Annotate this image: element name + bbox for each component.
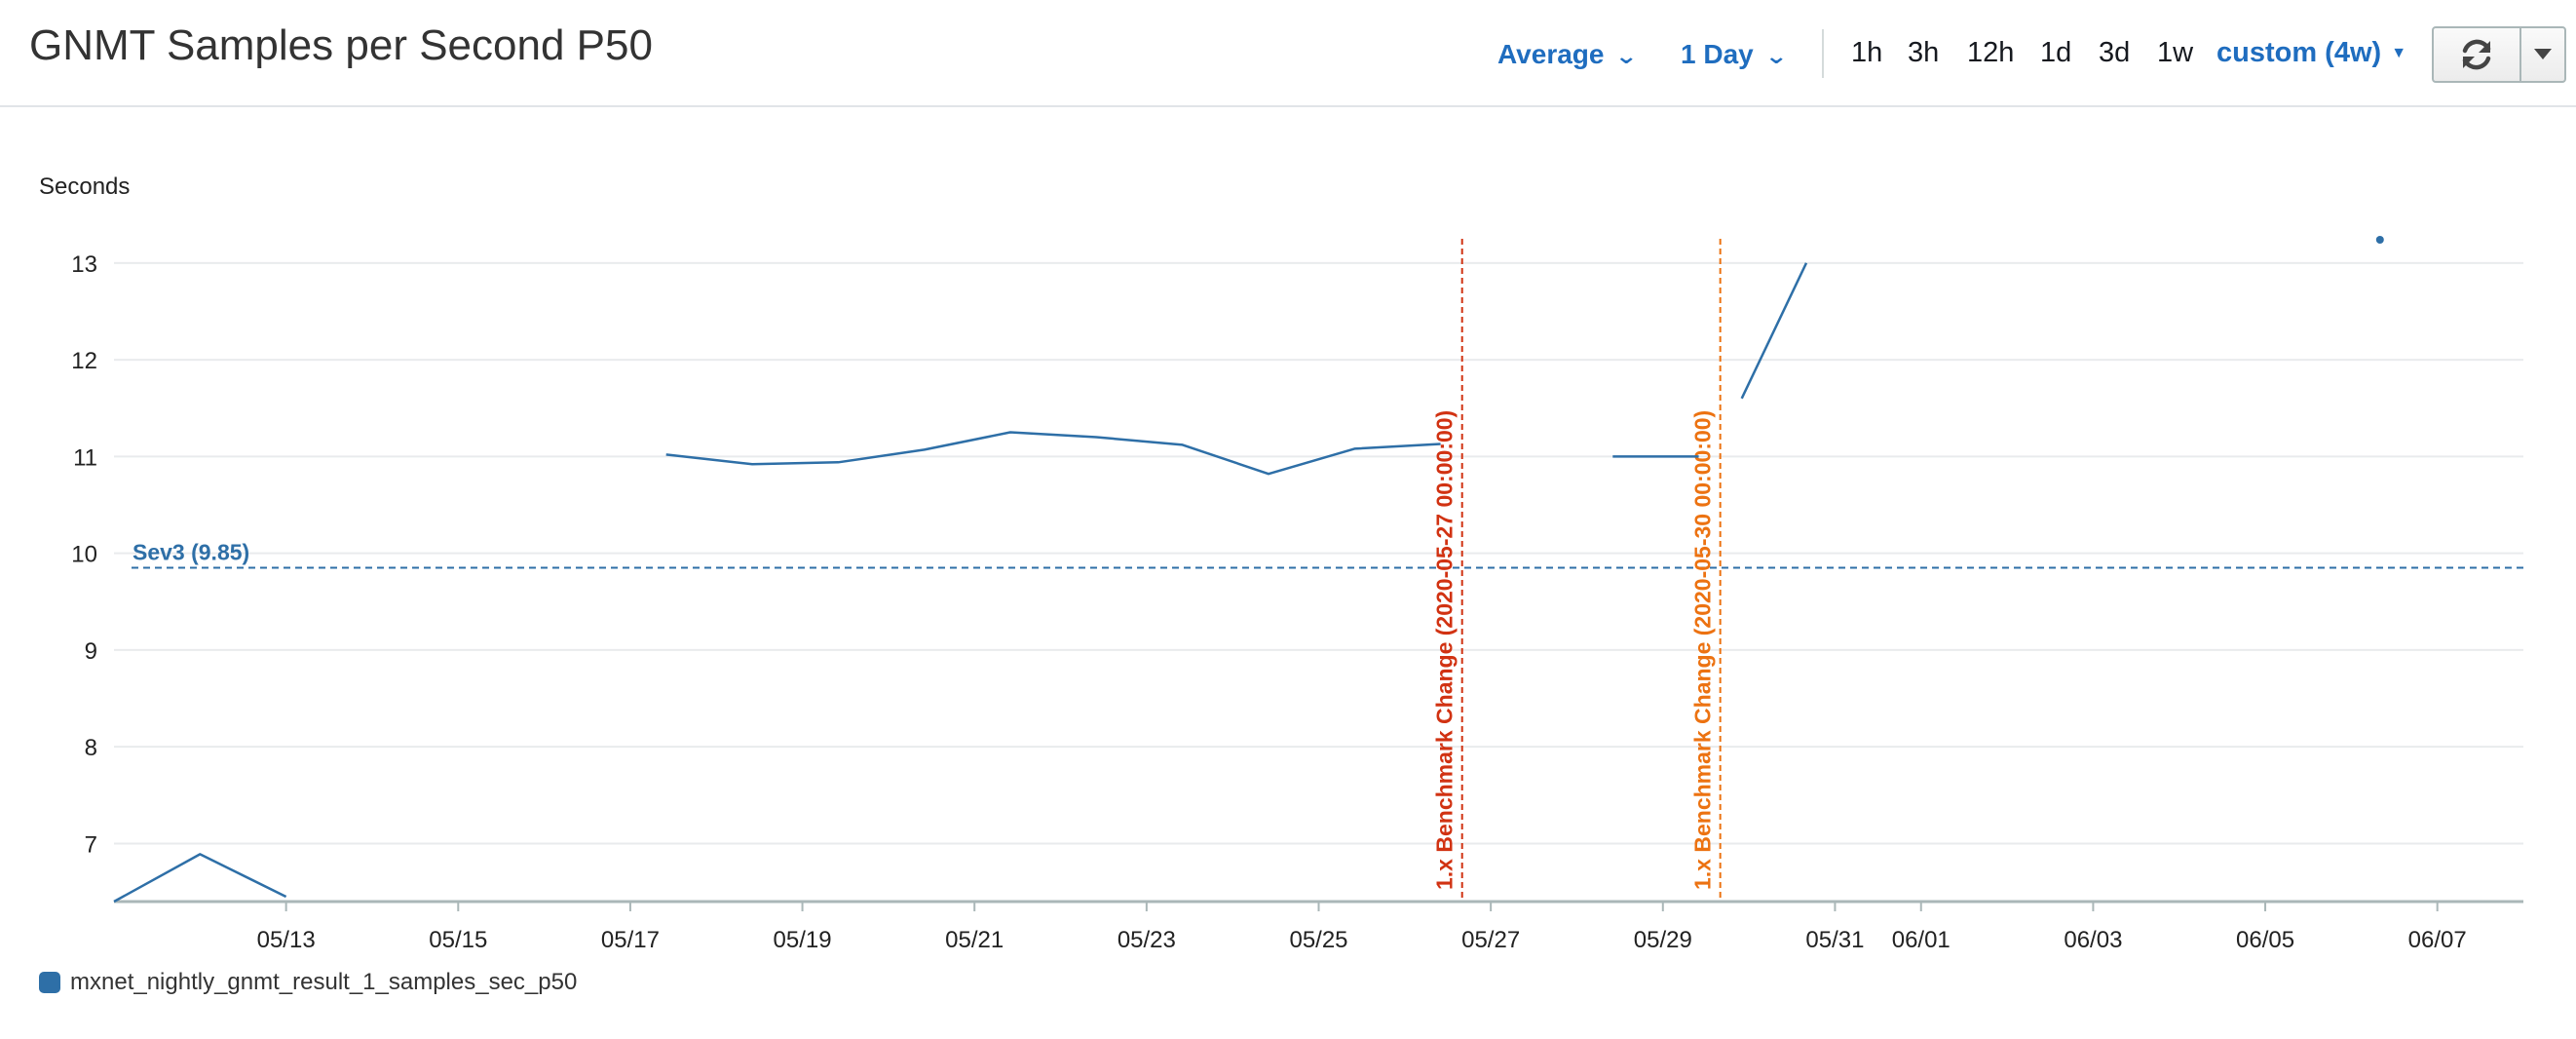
statistic-label: Average	[1497, 39, 1605, 69]
x-tick-label: 05/27	[1461, 927, 1520, 953]
chart-legend: mxnet_nightly_gnmt_result_1_samples_sec_…	[39, 969, 577, 996]
refresh-button[interactable]	[2434, 28, 2521, 81]
range-1d[interactable]: 1d	[2040, 37, 2072, 68]
y-tick-label: 12	[71, 348, 97, 374]
refresh-options-button[interactable]	[2521, 28, 2564, 81]
period-label: 1 Day	[1681, 39, 1754, 69]
toolbar-divider	[1822, 29, 1824, 78]
range-3h[interactable]: 3h	[1908, 37, 1940, 68]
x-tick-label: 05/31	[1805, 927, 1864, 953]
range-1h[interactable]: 1h	[1851, 37, 1883, 68]
threshold-label: Sev3 (9.85)	[133, 540, 249, 565]
range-custom[interactable]: custom (4w) ▼	[2216, 37, 2406, 69]
data-point	[2375, 235, 2384, 244]
statistic-dropdown[interactable]: Average ⌄	[1497, 39, 1639, 70]
refresh-icon	[2462, 39, 2491, 70]
range-1w[interactable]: 1w	[2157, 37, 2194, 68]
x-tick-label: 06/03	[2064, 927, 2122, 953]
range-custom-label: custom (4w)	[2216, 37, 2382, 68]
y-tick-label: 7	[85, 831, 97, 858]
chevron-down-icon: ⌄	[1763, 44, 1788, 68]
series-line-segment	[113, 853, 287, 904]
x-tick-label: 05/15	[429, 927, 487, 953]
period-dropdown[interactable]: 1 Day ⌄	[1681, 39, 1788, 70]
caret-down-icon: ▼	[2391, 45, 2407, 62]
range-12h[interactable]: 12h	[1967, 37, 2015, 68]
legend-swatch[interactable]	[39, 972, 60, 993]
y-tick-label: 10	[71, 542, 97, 568]
legend-entry-label[interactable]: mxnet_nightly_gnmt_result_1_samples_sec_…	[70, 969, 578, 995]
x-tick-label: 05/29	[1634, 927, 1692, 953]
x-tick-label: 05/25	[1289, 927, 1347, 953]
x-tick-label: 05/13	[257, 927, 316, 953]
widget-header: GNMT Samples per Second P50 Average ⌄ 1 D…	[0, 0, 2576, 107]
series-line-segment	[1740, 262, 1808, 400]
range-3d[interactable]: 3d	[2099, 37, 2131, 68]
x-tick-label: 05/23	[1118, 927, 1176, 953]
y-tick-label: 11	[73, 444, 97, 471]
series-line-segment	[665, 431, 1441, 476]
x-tick-label: 06/07	[2408, 927, 2467, 953]
page-title: GNMT Samples per Second P50	[29, 21, 653, 69]
x-tick-label: 05/19	[774, 927, 832, 953]
annotation-label: 1.x Benchmark Change (2020-05-27 00:00:0…	[1432, 410, 1458, 890]
y-tick-label: 9	[85, 638, 97, 665]
y-tick-label: 13	[71, 251, 97, 278]
annotation-label: 1.x Benchmark Change (2020-05-30 00:00:0…	[1690, 410, 1716, 890]
x-tick-label: 06/05	[2236, 927, 2294, 953]
chevron-down-icon: ⌄	[1614, 44, 1639, 68]
x-tick-label: 05/21	[945, 927, 1004, 953]
y-tick-label: 8	[85, 735, 97, 761]
x-tick-label: 06/01	[1892, 927, 1951, 953]
caret-down-icon	[2534, 49, 2552, 59]
refresh-button-group	[2432, 26, 2566, 83]
x-tick-label: 05/17	[601, 927, 660, 953]
y-axis-unit-label: Seconds	[39, 173, 131, 200]
